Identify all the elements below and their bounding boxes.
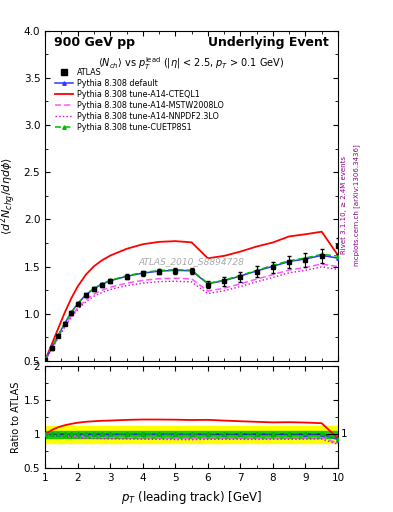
Text: Underlying Event: Underlying Event — [208, 36, 329, 49]
Y-axis label: $\langle d^2 N_{chg}/d\eta d\phi \rangle$: $\langle d^2 N_{chg}/d\eta d\phi \rangle… — [0, 157, 18, 234]
Text: ATLAS_2010_S8894728: ATLAS_2010_S8894728 — [139, 258, 244, 266]
Text: mcplots.cern.ch [arXiv:1306.3436]: mcplots.cern.ch [arXiv:1306.3436] — [354, 144, 360, 266]
Text: 1: 1 — [341, 430, 347, 439]
Text: Rivet 3.1.10, ≥ 2.4M events: Rivet 3.1.10, ≥ 2.4M events — [341, 156, 347, 254]
Y-axis label: Ratio to ATLAS: Ratio to ATLAS — [11, 381, 21, 453]
Legend: ATLAS, Pythia 8.308 default, Pythia 8.308 tune-A14-CTEQL1, Pythia 8.308 tune-A14: ATLAS, Pythia 8.308 default, Pythia 8.30… — [52, 65, 227, 135]
Text: 900 GeV pp: 900 GeV pp — [54, 36, 135, 49]
Text: $\langle N_{ch}\rangle$ vs $p_T^{\rm lead}$ ($|\eta|$ < 2.5, $p_T$ > 0.1 GeV): $\langle N_{ch}\rangle$ vs $p_T^{\rm lea… — [98, 55, 285, 72]
X-axis label: $p_T$ (leading track) [GeV]: $p_T$ (leading track) [GeV] — [121, 489, 262, 506]
